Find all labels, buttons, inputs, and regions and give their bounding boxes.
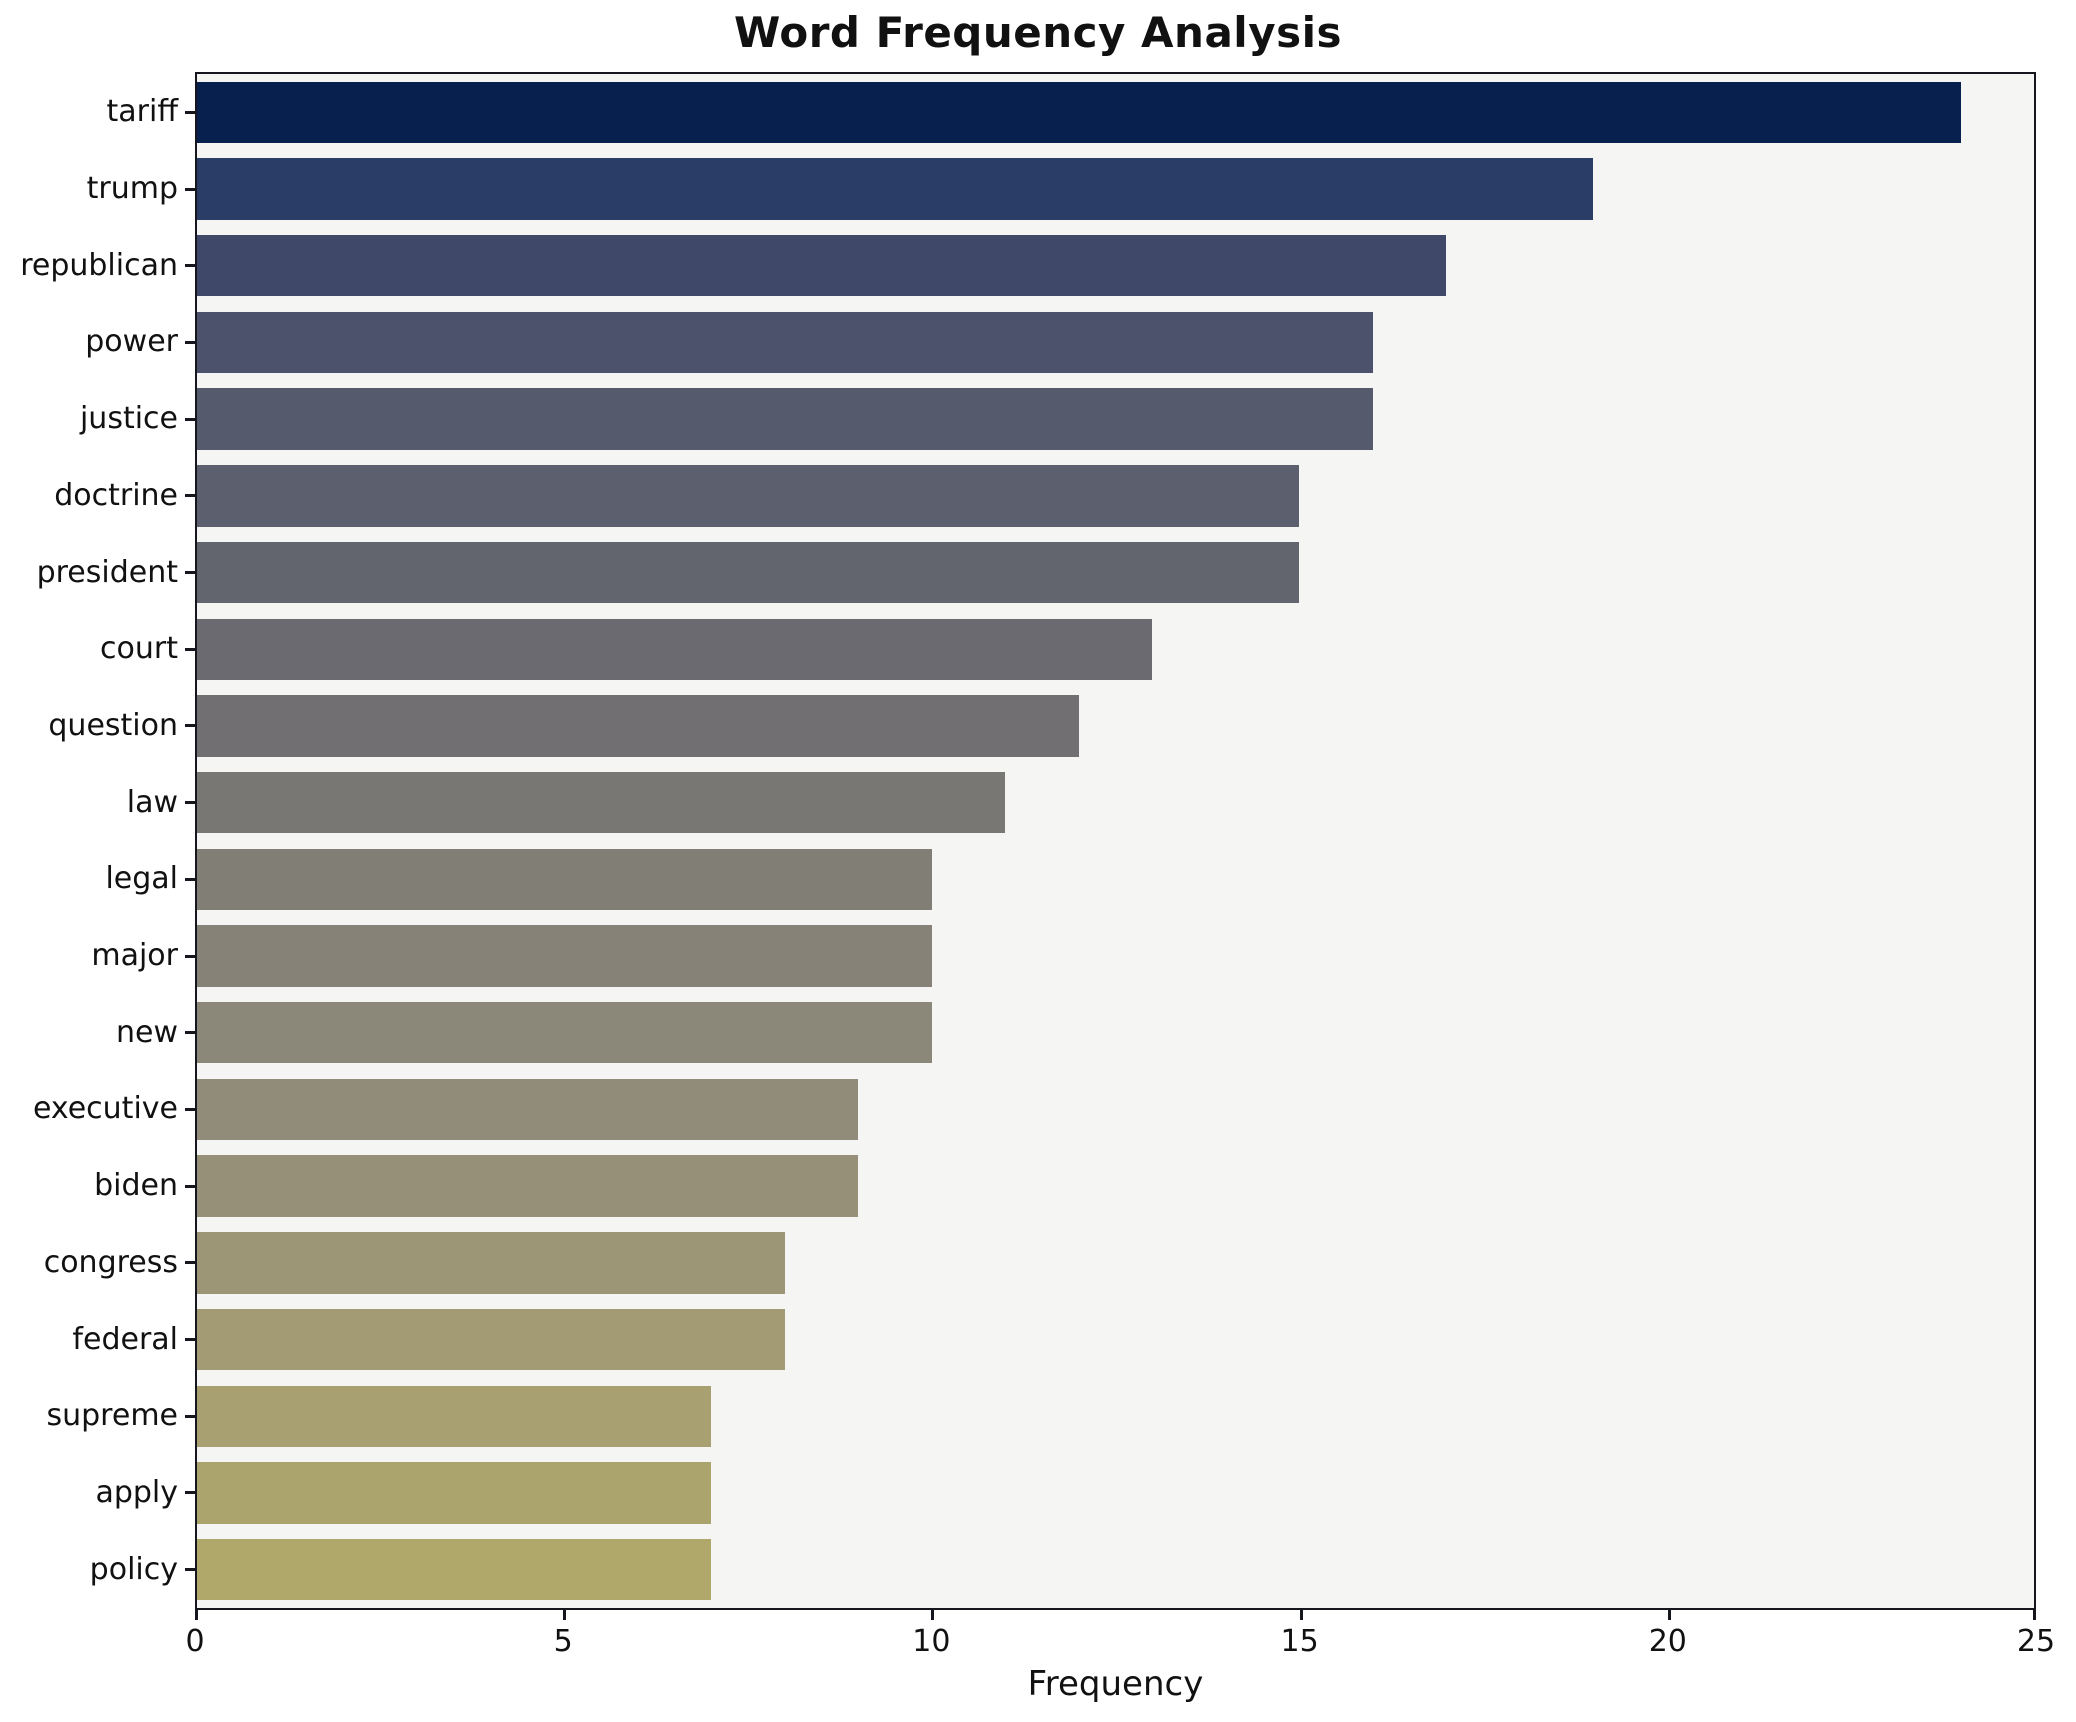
bar-justice <box>197 388 1373 450</box>
category-label-power: power <box>85 324 178 360</box>
chart-title: Word Frequency Analysis <box>734 8 1342 57</box>
bar-republican <box>197 235 1447 297</box>
bar-court <box>197 618 1153 680</box>
x-tick-label-5: 5 <box>553 1624 573 1659</box>
x-tick-mark <box>2033 1610 2036 1620</box>
x-tick-label-25: 25 <box>2016 1624 2056 1659</box>
x-tick-mark <box>563 1610 567 1620</box>
category-label-tariff: tariff <box>106 94 178 130</box>
y-tick-mark <box>185 1491 195 1495</box>
y-tick-mark <box>185 1261 195 1265</box>
x-tick-label-10: 10 <box>912 1624 951 1659</box>
y-tick-mark <box>185 954 195 958</box>
bar-power <box>197 311 1373 374</box>
category-label-president: president <box>36 554 178 590</box>
bar-biden <box>197 1155 859 1217</box>
y-tick-mark <box>185 417 195 421</box>
y-tick-mark <box>185 571 195 575</box>
y-tick-mark <box>185 1338 195 1342</box>
category-label-apply: apply <box>95 1474 178 1510</box>
y-tick-mark <box>185 494 195 498</box>
category-label-legal: legal <box>105 861 178 897</box>
x-tick-mark <box>195 1610 198 1620</box>
category-label-republican: republican <box>20 247 178 283</box>
y-tick-mark <box>185 264 195 268</box>
bar-congress <box>197 1232 785 1294</box>
bar-major <box>197 925 932 987</box>
y-tick-mark <box>185 724 195 728</box>
category-label-new: new <box>115 1014 178 1050</box>
y-tick-mark <box>185 647 195 651</box>
x-tick-label-20: 20 <box>1648 1624 1687 1659</box>
category-label-doctrine: doctrine <box>54 477 178 513</box>
x-tick-mark <box>931 1610 935 1620</box>
bar-president <box>197 541 1300 604</box>
y-tick-mark <box>185 1107 195 1111</box>
bar-supreme <box>197 1385 712 1447</box>
bar-tariff <box>197 81 1961 144</box>
bar-executive <box>197 1078 859 1141</box>
bar-question <box>197 695 1079 757</box>
x-tick-label-0: 0 <box>185 1624 205 1659</box>
category-label-justice: justice <box>79 401 178 437</box>
category-label-biden: biden <box>94 1168 178 1204</box>
y-tick-mark <box>185 1031 195 1035</box>
category-label-federal: federal <box>72 1321 178 1357</box>
bar-federal <box>197 1308 785 1371</box>
x-axis-title: Frequency <box>1027 1664 1204 1704</box>
x-tick-mark <box>1299 1610 1303 1620</box>
bar-trump <box>197 158 1594 220</box>
y-tick-mark <box>185 877 195 881</box>
bar-doctrine <box>197 465 1300 527</box>
y-tick-mark <box>185 1414 195 1418</box>
category-label-court: court <box>100 631 178 667</box>
bar-legal <box>197 848 932 911</box>
category-label-question: question <box>48 707 178 743</box>
y-tick-mark <box>185 110 195 114</box>
bar-law <box>197 771 1006 834</box>
category-label-supreme: supreme <box>46 1398 179 1434</box>
y-tick-mark <box>185 801 195 805</box>
category-label-congress: congress <box>43 1244 178 1280</box>
category-label-executive: executive <box>32 1091 178 1127</box>
bar-new <box>197 1002 932 1064</box>
category-label-major: major <box>91 938 178 974</box>
y-tick-mark <box>185 340 195 344</box>
bar-apply <box>197 1462 712 1524</box>
category-label-policy: policy <box>89 1551 178 1587</box>
category-label-law: law <box>126 784 178 820</box>
category-label-trump: trump <box>86 171 178 207</box>
x-tick-label-15: 15 <box>1280 1624 1319 1659</box>
plot-area <box>195 72 2036 1610</box>
bar-policy <box>197 1538 712 1601</box>
y-tick-mark <box>185 1184 195 1188</box>
x-tick-mark <box>1667 1610 1671 1620</box>
y-tick-mark <box>185 187 195 191</box>
y-tick-mark <box>185 1568 195 1572</box>
